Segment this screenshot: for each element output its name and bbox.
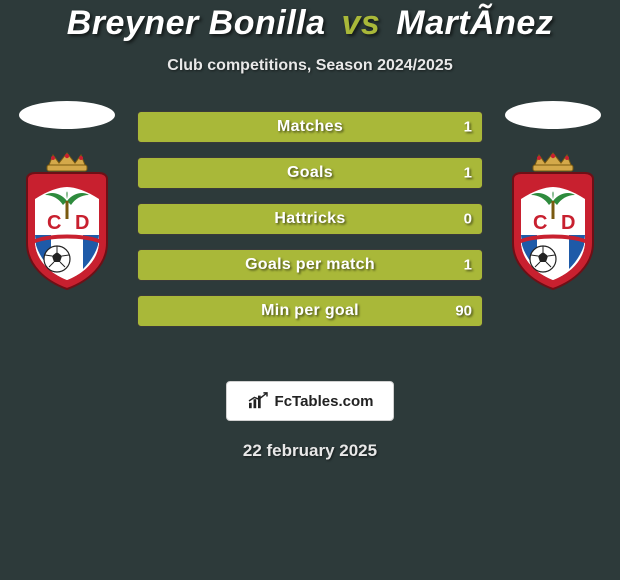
right-column: C D — [498, 101, 608, 291]
stat-row-mpg: Min per goal 90 — [137, 295, 483, 327]
stat-label: Goals — [287, 164, 333, 182]
stat-row-hattricks: Hattricks 0 — [137, 203, 483, 235]
svg-text:D: D — [75, 212, 89, 234]
stat-value-right: 1 — [464, 257, 472, 274]
player2-avatar-placeholder — [505, 101, 601, 129]
stat-value-right: 1 — [464, 119, 472, 136]
subtitle: Club competitions, Season 2024/2025 — [0, 57, 620, 75]
stat-value-right: 0 — [464, 211, 472, 228]
player1-avatar-placeholder — [19, 101, 115, 129]
comparison-container: Breyner Bonilla vs MartÃnez Club competi… — [0, 0, 620, 461]
stat-value-right: 90 — [455, 303, 472, 320]
chart-icon — [247, 392, 269, 410]
svg-text:C: C — [47, 212, 61, 234]
left-column: C D — [12, 101, 122, 291]
stats-list: Matches 1 Goals 1 Hattricks 0 Goals per … — [137, 111, 483, 341]
stat-label: Matches — [277, 118, 343, 136]
stat-row-matches: Matches 1 — [137, 111, 483, 143]
svg-text:D: D — [561, 212, 575, 234]
stat-label: Goals per match — [245, 256, 375, 274]
page-title: Breyner Bonilla vs MartÃnez — [0, 4, 620, 43]
date-text: 22 february 2025 — [0, 441, 620, 461]
stat-label: Hattricks — [274, 210, 345, 228]
player1-club-crest: C D — [15, 151, 119, 291]
stat-label: Min per goal — [261, 302, 359, 320]
player1-name: Breyner Bonilla — [67, 4, 326, 42]
player2-name: MartÃnez — [396, 4, 553, 42]
vs-text: vs — [341, 4, 380, 42]
fctables-text: FcTables.com — [275, 393, 374, 410]
stat-value-right: 1 — [464, 165, 472, 182]
stat-row-gpm: Goals per match 1 — [137, 249, 483, 281]
main-area: C D — [0, 111, 620, 371]
svg-text:C: C — [533, 212, 547, 234]
player2-club-crest: C D — [501, 151, 605, 291]
fctables-badge[interactable]: FcTables.com — [226, 381, 394, 421]
stat-row-goals: Goals 1 — [137, 157, 483, 189]
